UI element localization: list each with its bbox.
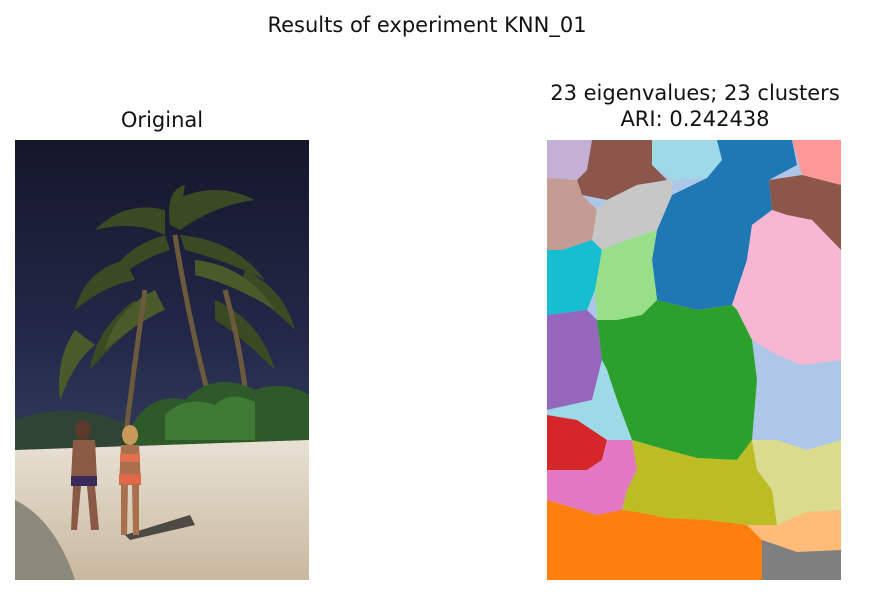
segmentation-title-line2: ARI: 0.242438 (620, 107, 770, 131)
segmentation-title: 23 eigenvalues; 23 clusters ARI: 0.24243… (510, 80, 880, 132)
figure-suptitle: Results of experiment KNN_01 (267, 13, 587, 37)
segmentation-title-line1: 23 eigenvalues; 23 clusters (550, 81, 840, 105)
segmentation-map (547, 140, 841, 580)
original-image-title: Original (120, 108, 204, 132)
cluster-map (547, 140, 841, 580)
original-image (15, 140, 309, 580)
beach-photo (15, 140, 309, 580)
